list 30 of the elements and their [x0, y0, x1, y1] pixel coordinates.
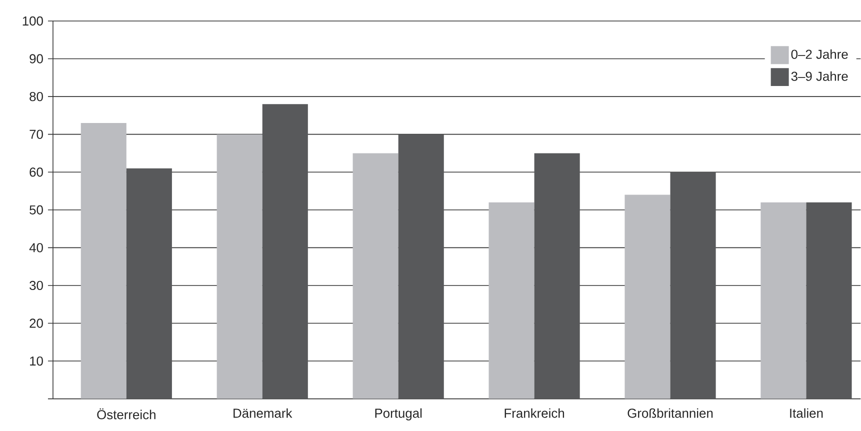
- x-tick-label: Großbritannien: [628, 408, 713, 418]
- bar: [624, 194, 670, 399]
- x-tick-label: Italien: [790, 408, 823, 418]
- bar: [216, 134, 262, 399]
- y-tick-label: 50: [30, 205, 43, 215]
- bar: [760, 202, 806, 399]
- x-tick-label: Österreich: [97, 408, 156, 420]
- y-tick-label: 80: [30, 92, 43, 102]
- x-tick-label: Frankreich: [504, 408, 564, 418]
- bar: [126, 168, 172, 399]
- y-tick-label: 20: [30, 318, 43, 328]
- y-tick-label: 60: [30, 168, 43, 177]
- bar: [80, 123, 126, 399]
- bar: [262, 104, 308, 399]
- bar: [488, 202, 534, 399]
- bar: [670, 172, 716, 399]
- y-tick-label: 30: [30, 280, 43, 290]
- legend-label: 0–2 Jahre: [791, 49, 848, 60]
- bar: [352, 153, 398, 399]
- x-tick-label: Dänemark: [234, 408, 292, 418]
- legend-label: 3–9 Jahre: [791, 71, 848, 81]
- y-tick-label: 10: [30, 356, 43, 366]
- y-tick-label: 40: [29, 243, 43, 252]
- y-tick-label: 90: [30, 54, 43, 64]
- bar: [534, 153, 580, 399]
- x-tick-label: Portugal: [375, 408, 422, 420]
- y-tick-label: 100: [22, 16, 43, 26]
- bar: [398, 134, 444, 399]
- bar: [806, 202, 852, 399]
- y-tick-label: 70: [30, 130, 43, 140]
